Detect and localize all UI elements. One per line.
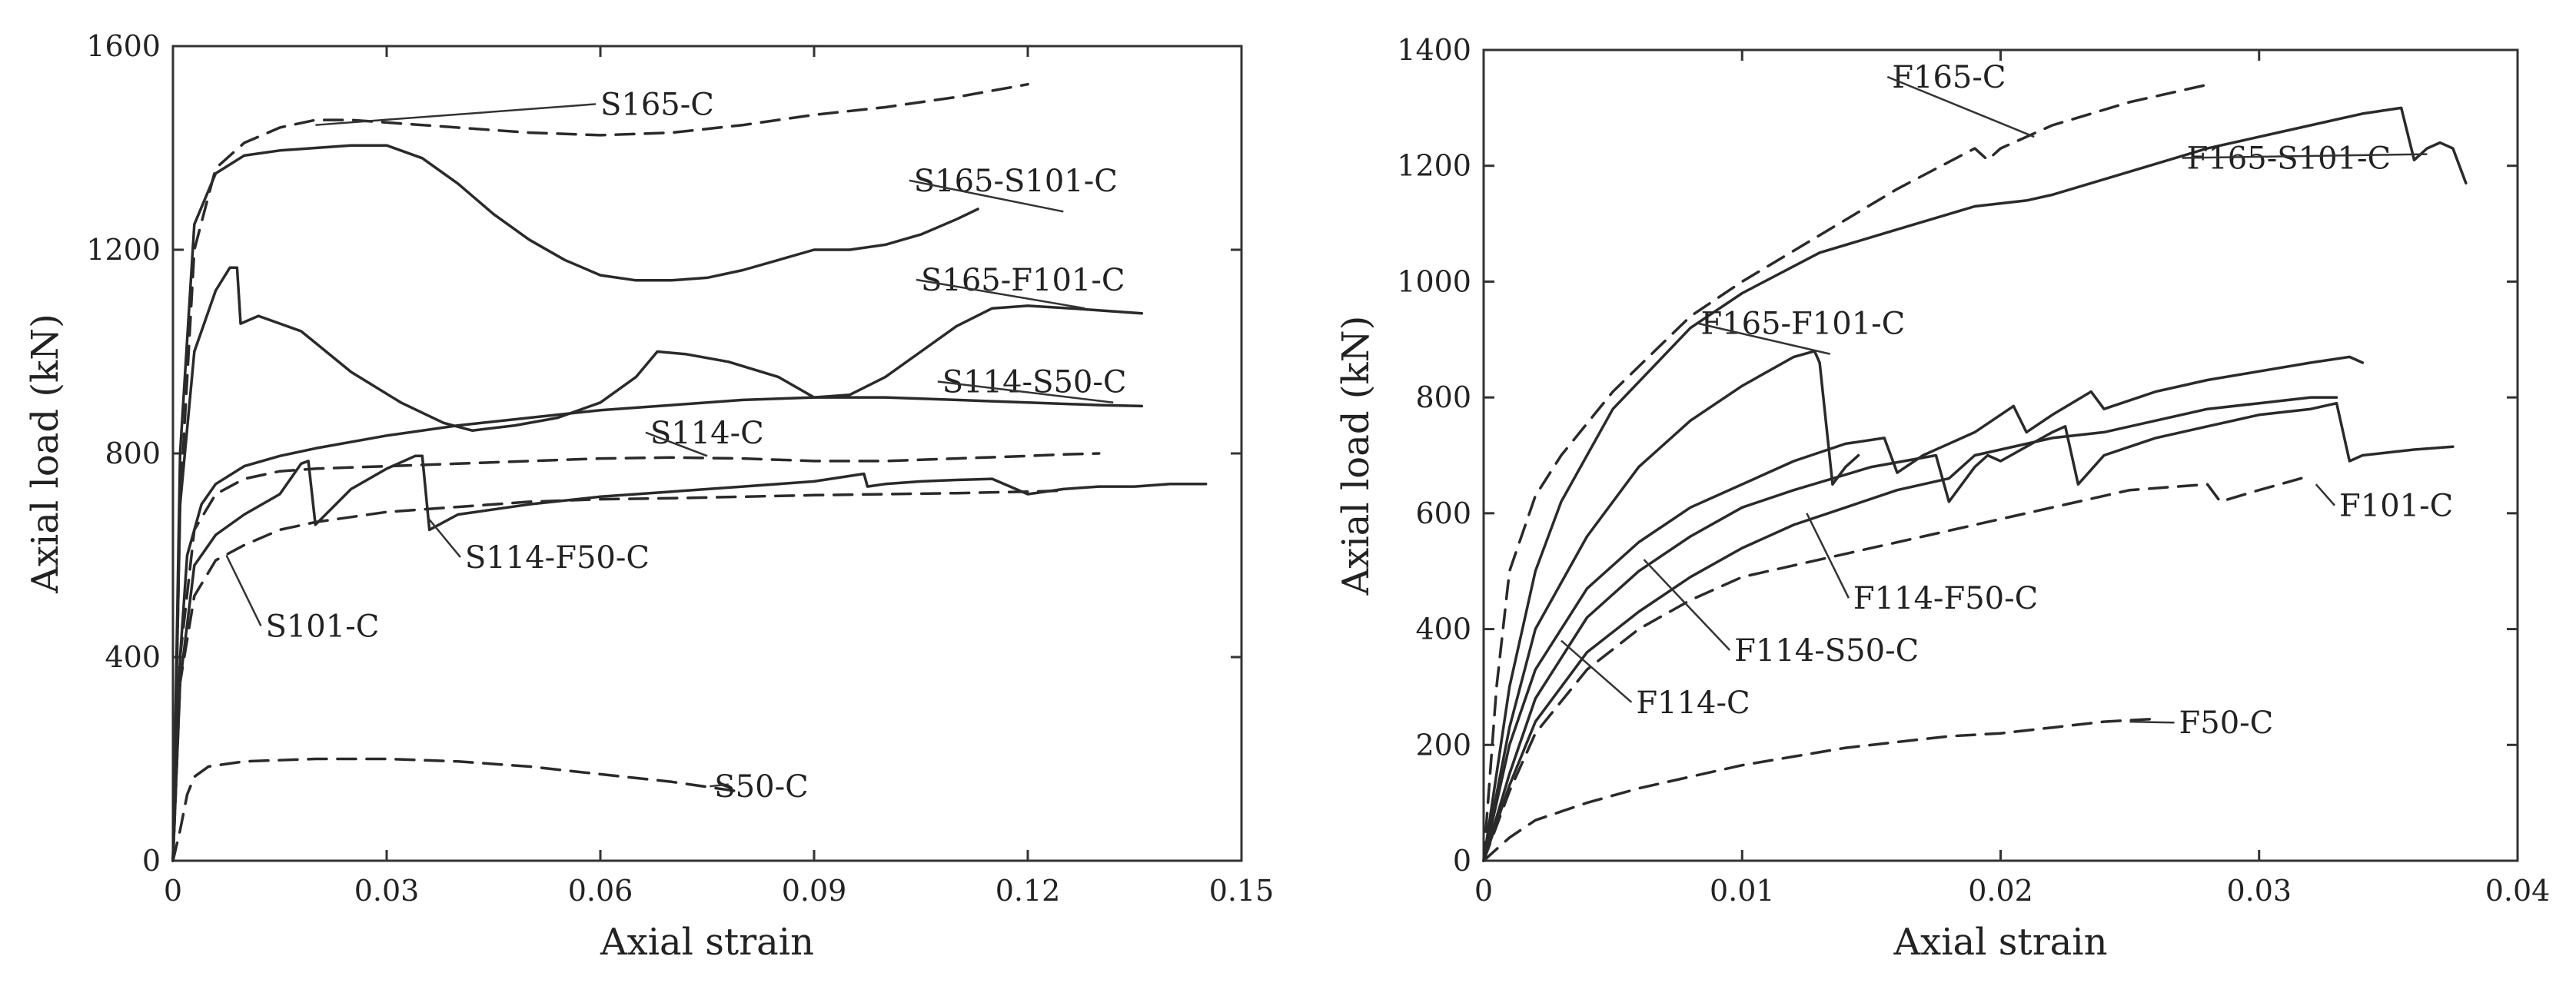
leader-s165-s101-c: [909, 179, 1064, 213]
y-tick-label: 400: [105, 640, 161, 674]
x-tick-label: 0.04: [2485, 874, 2551, 908]
y-tick-label: 1200: [1397, 149, 1471, 183]
leader-f114-c: [1561, 639, 1633, 703]
series-s165-s101-c: [171, 144, 979, 862]
y-tick-label: 0: [142, 844, 161, 878]
x-tick-label: 0.15: [1209, 874, 1275, 908]
y-tick-label: 1600: [86, 29, 161, 63]
x-tick-label: 0.03: [2226, 874, 2292, 908]
y-tick-label: 1000: [1397, 264, 1471, 298]
series-s114-s50-c: [171, 396, 1144, 862]
series-label-s114-f50-c: S114-F50-C: [465, 540, 650, 576]
series-label-f165-c: F165-C: [1892, 60, 2006, 95]
x-tick-label: 0: [164, 874, 182, 908]
series-label-f165-s101-c: F165-S101-C: [2187, 141, 2392, 176]
series-label-f165-f101-c: F165-F101-C: [1700, 306, 1905, 341]
series-label-f50-c: F50-C: [2179, 705, 2274, 741]
series-f50-c: [1482, 717, 2158, 862]
series-s165-f101-c: [171, 266, 1144, 862]
series-label-s101-c: S101-C: [265, 609, 379, 645]
leader-s165-f101-c: [916, 278, 1085, 310]
y-tick-label: 0: [1453, 844, 1471, 878]
x-axis-title: Axial strain: [600, 921, 814, 964]
series-label-s50-c: S50-C: [714, 769, 808, 805]
leader-s114-c: [645, 431, 708, 457]
y-tick-label: 200: [1415, 728, 1471, 762]
y-tick-label: 800: [1415, 380, 1471, 414]
series-label-f114-s50-c: F114-S50-C: [1734, 633, 1919, 669]
y-axis-title: Axial load (kN): [24, 314, 67, 594]
series-label-s165-s101-c: S165-S101-C: [914, 164, 1118, 199]
series-f101-c: [1482, 474, 2312, 862]
chart-right-f-series: 0 0.01 0.02 0.03 0.04 0 200 400 600 800 1000 1200 14…: [1335, 33, 2550, 964]
series-f114-s50-c: [1482, 355, 2365, 862]
leader-f114-s50-c: [1643, 559, 1731, 651]
series-s165-c: [171, 82, 1029, 862]
leader-s165-c: [315, 103, 597, 126]
series-s114-c: [171, 452, 1101, 862]
leader-f101-c: [2315, 483, 2335, 506]
series-label-f101-c: F101-C: [2339, 489, 2453, 524]
x-axis-title: Axial strain: [1893, 921, 2107, 964]
leader-f165-c: [1886, 75, 2035, 138]
series-label-s165-c: S165-C: [600, 87, 714, 122]
series-label-s165-f101-c: S165-F101-C: [921, 263, 1125, 298]
chart-left-s-series: 0 0.03 0.06 0.09 0.12 0.15 0 400 800 1200 1600 Axia…: [24, 29, 1274, 964]
y-tick-label: 1400: [1397, 33, 1471, 67]
leader-s101-c: [225, 554, 262, 627]
series-s114-f50-c: [171, 454, 1208, 862]
series-f114-c: [1482, 401, 2455, 862]
x-tick-label: 0.09: [782, 874, 847, 908]
y-tick-label: 1200: [86, 233, 161, 267]
x-tick-label: 0.01: [1710, 874, 1775, 908]
y-tick-label: 800: [105, 437, 161, 470]
leader-s114-s50-c: [937, 380, 1114, 403]
x-tick-label: 0: [1474, 874, 1493, 908]
series-s101-c: [171, 489, 1065, 862]
series-f165-s101-c: [1482, 106, 2468, 862]
leader-s114-f50-c: [428, 519, 461, 558]
series-f114-f50-c: [1482, 396, 2338, 862]
series-f165-c: [1482, 83, 2209, 862]
x-tick-label: 0.02: [1968, 874, 2033, 908]
series-label-f114-f50-c: F114-F50-C: [1853, 581, 2038, 616]
leader-f165-f101-c: [1696, 322, 1830, 355]
leader-f165-s101-c: [2182, 153, 2428, 159]
x-tick-label: 0.12: [995, 874, 1061, 908]
y-tick-label: 400: [1415, 613, 1471, 646]
series-label-s114-c: S114-C: [650, 416, 764, 451]
series-s50-c: [171, 757, 745, 862]
series-f165-f101-c: [1482, 350, 1860, 862]
x-tick-label: 0.06: [568, 874, 633, 908]
series-label-f114-c: F114-C: [1636, 686, 1750, 721]
y-tick-label: 600: [1415, 496, 1471, 530]
x-tick-label: 0.03: [354, 874, 420, 908]
y-axis-title: Axial load (kN): [1335, 316, 1378, 596]
series-label-s114-s50-c: S114-S50-C: [942, 365, 1127, 400]
leader-f114-f50-c: [1806, 513, 1850, 599]
leader-s50-c: [710, 783, 729, 788]
